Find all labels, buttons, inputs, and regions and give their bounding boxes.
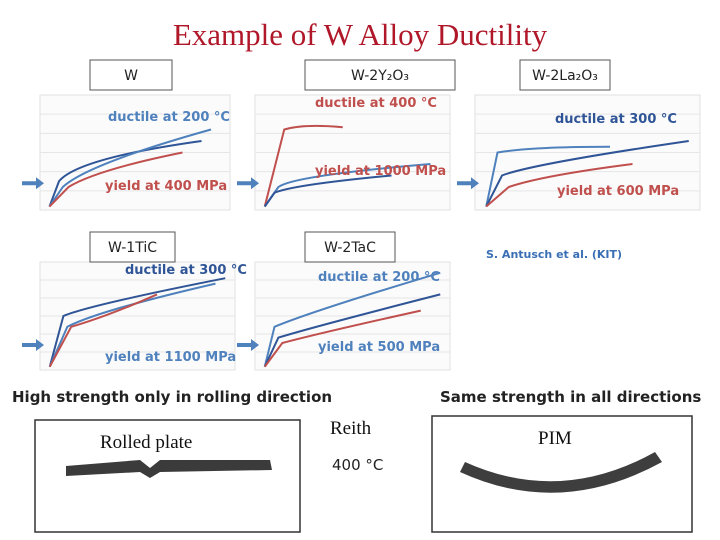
panel-label-box — [304, 59, 456, 91]
annotation: ductile at 300 °C — [125, 263, 247, 278]
annotation: ductile at 200 °C — [318, 270, 440, 285]
annotation: yield at 1100 MPa — [105, 350, 236, 365]
stress-curve — [485, 145, 611, 207]
photo-frame — [34, 419, 301, 533]
arrow — [22, 339, 44, 351]
sample-rolled — [66, 460, 272, 478]
stress-curve — [263, 163, 431, 208]
annotation: ductile at 400 °C — [315, 96, 437, 111]
panel-label: W-2TaC — [324, 240, 376, 256]
stress-curve — [263, 271, 441, 367]
stress-curve — [48, 277, 226, 368]
stress-curve — [48, 151, 183, 208]
photo-label: PIM — [538, 428, 572, 449]
middle-temperature: 400 °C — [332, 456, 383, 474]
stress-curve — [48, 128, 212, 208]
annotation: yield at 600 MPa — [557, 184, 679, 199]
panel-label: W-2La₂O₃ — [532, 68, 598, 84]
stress-curve — [48, 282, 216, 368]
annotation: ductile at 300 °C — [555, 112, 677, 127]
panel-label: W — [124, 68, 138, 84]
panel-label-box — [89, 231, 176, 263]
annotation: yield at 400 MPa — [105, 179, 227, 194]
arrow — [22, 177, 44, 190]
slide-title: Example of W Alloy Ductility — [173, 17, 548, 52]
arrow — [457, 177, 479, 190]
caption-right: Same strength in all directions — [440, 388, 701, 406]
stress-curve — [485, 163, 633, 208]
annotation: yield at 500 MPa — [318, 340, 440, 355]
stress-curve — [263, 124, 343, 207]
credit: S. Antusch et al. (KIT) — [486, 248, 622, 261]
annotation: ductile at 200 °C — [108, 110, 230, 125]
caption-left: High strength only in rolling direction — [12, 388, 332, 406]
photo-label: Rolled plate — [100, 432, 192, 453]
stress-curve — [485, 140, 689, 208]
panel-label-box — [519, 59, 611, 91]
annotation: yield at 1000 MPa — [315, 164, 446, 179]
panel-label: W-2Y₂O₃ — [351, 68, 409, 84]
stress-curve — [263, 309, 421, 368]
panel-label-box — [304, 231, 396, 263]
arrow — [237, 339, 259, 351]
panel-label: W-1TiC — [108, 240, 157, 256]
middle-name: Reith — [330, 418, 372, 439]
sample-pim — [460, 452, 662, 493]
stress-curve — [48, 293, 158, 368]
panel-label-box — [89, 59, 173, 91]
stress-curve — [263, 174, 392, 208]
stress-curve — [48, 140, 202, 207]
stress-curve — [263, 293, 441, 368]
arrow — [237, 177, 259, 190]
